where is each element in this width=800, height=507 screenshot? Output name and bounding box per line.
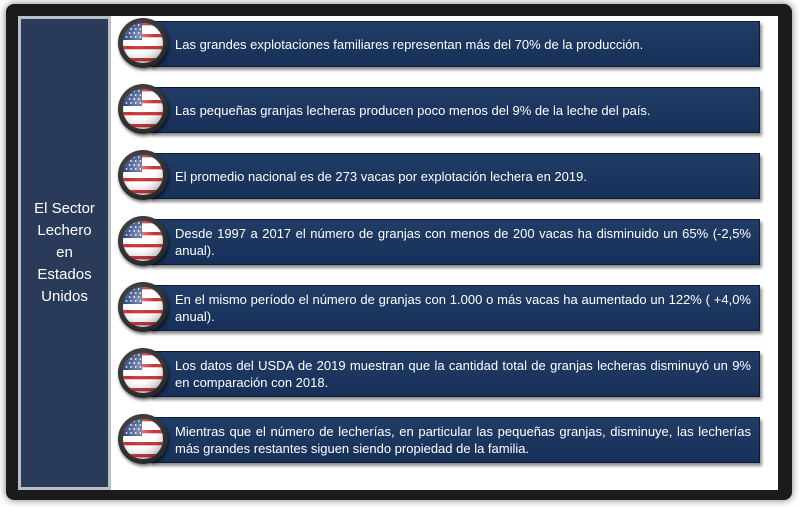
list-item: En el mismo período el número de granjas… [112, 282, 762, 334]
us-flag-icon [118, 348, 168, 398]
item-text: Las grandes explotaciones familiares rep… [175, 36, 644, 52]
item-text: Mientras que el número de lecherías, en … [175, 424, 751, 456]
text-bar: Las pequeñas granjas lecheras producen p… [150, 87, 760, 133]
text-bar: En el mismo período el número de granjas… [150, 285, 760, 331]
us-flag-icon [118, 414, 168, 464]
slide-content: El Sector Lechero en Estados Unidos Las … [18, 16, 778, 490]
text-bar: Los datos del USDA de 2019 muestran que … [150, 351, 760, 397]
sidebar-title-line: Estados [37, 266, 92, 283]
sidebar-panel: El Sector Lechero en Estados Unidos [18, 16, 111, 490]
list-item: Los datos del USDA de 2019 muestran que … [112, 348, 762, 400]
item-text: Las pequeñas granjas lecheras producen p… [175, 102, 651, 118]
item-text: El promedio nacional es de 273 vacas por… [175, 168, 587, 184]
sidebar-title-line: en [56, 244, 73, 261]
us-flag-icon [118, 18, 168, 68]
list-item: Las pequeñas granjas lecheras producen p… [112, 84, 762, 136]
text-bar: Mientras que el número de lecherías, en … [150, 417, 760, 463]
item-text: En el mismo período el número de granjas… [175, 292, 751, 324]
us-flag-icon [118, 216, 168, 266]
us-flag-icon [118, 282, 168, 332]
sidebar-title: El Sector Lechero en Estados Unidos [30, 198, 99, 308]
list-item: Las grandes explotaciones familiares rep… [112, 18, 762, 70]
text-bar: Desde 1997 a 2017 el número de granjas c… [150, 219, 760, 265]
us-flag-icon [118, 84, 168, 134]
list-item: Mientras que el número de lecherías, en … [112, 414, 762, 466]
us-flag-icon [118, 150, 168, 200]
text-bar: El promedio nacional es de 273 vacas por… [150, 153, 760, 199]
list-item: Desde 1997 a 2017 el número de granjas c… [112, 216, 762, 268]
sidebar-title-line: El Sector [34, 200, 95, 217]
text-bar: Las grandes explotaciones familiares rep… [150, 21, 760, 67]
slide-frame: El Sector Lechero en Estados Unidos Las … [6, 4, 792, 500]
list-item: El promedio nacional es de 273 vacas por… [112, 150, 762, 202]
sidebar-title-line: Lechero [37, 222, 92, 239]
item-text: Desde 1997 a 2017 el número de granjas c… [175, 226, 751, 258]
item-text: Los datos del USDA de 2019 muestran que … [175, 358, 751, 390]
sidebar-title-line: Unidos [41, 288, 88, 305]
